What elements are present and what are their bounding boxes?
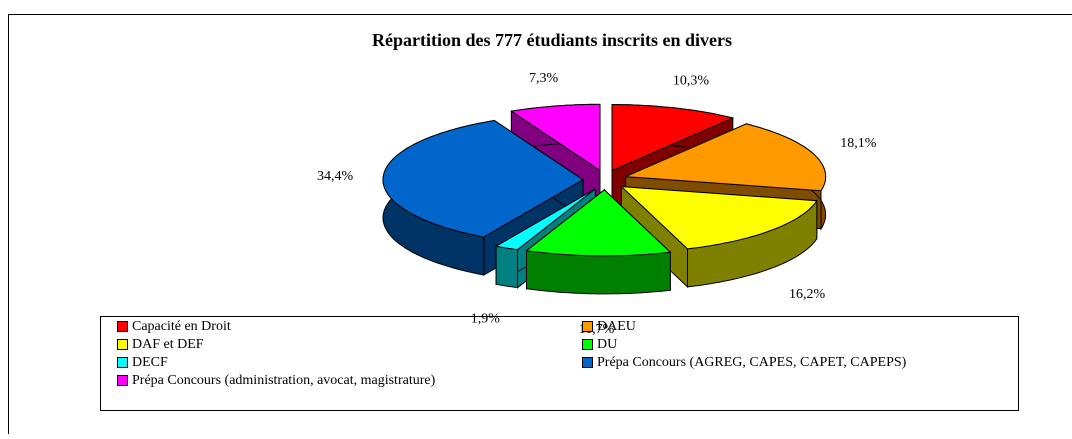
legend-label: DECF [132,355,168,370]
slice-side [527,251,671,294]
chart-title: Répartition des 777 étudiants inscrits e… [372,30,732,50]
data-label: 18,1% [840,136,877,151]
legend-label: Capacité en Droit [132,319,231,334]
slice-side [496,246,517,288]
legend-swatch [583,322,593,332]
data-label: 34,4% [317,169,354,184]
data-label: 10,3% [673,74,710,89]
legend-swatch [583,340,593,350]
legend-swatch [118,322,128,332]
legend-swatch [583,358,593,368]
data-label: 16,2% [789,287,826,302]
legend-label: Prépa Concours (administration, avocat, … [132,373,436,388]
data-label: 1,9% [471,311,501,326]
legend-label: DAF et DEF [132,337,204,352]
legend-swatch [118,340,128,350]
legend-label: Prépa Concours (AGREG, CAPES, CAPET, CAP… [597,355,907,370]
legend-label: DAEU [597,319,636,334]
legend-swatch [118,358,128,368]
data-label: 7,3% [529,71,559,86]
legend-swatch [118,376,128,386]
legend-label: DU [597,337,617,352]
